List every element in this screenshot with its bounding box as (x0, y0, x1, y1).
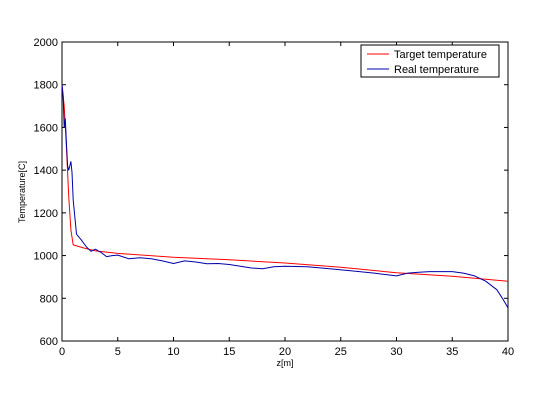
legend-label-target: Target temperature (394, 49, 487, 61)
series-lines (61, 84, 509, 309)
x-tick-label: 30 (390, 346, 402, 358)
legend-box (360, 44, 500, 78)
x-tick-label: 0 (59, 346, 65, 358)
x-tick-label: 40 (502, 346, 514, 358)
target-temperature-line (61, 84, 509, 282)
y-tick-label: 1800 (34, 80, 58, 92)
x-tick-label: 15 (223, 346, 235, 358)
y-tick-label: 1000 (34, 251, 58, 263)
y-tick-label: 600 (40, 336, 58, 348)
legend-label-real: Real temperature (394, 64, 479, 76)
y-tick-label: 1600 (34, 122, 58, 134)
x-tick-label: 25 (335, 346, 347, 358)
legend: Target temperature Real temperature (360, 44, 500, 78)
x-tick-label: 5 (115, 346, 121, 358)
y-tick-label: 1400 (34, 165, 58, 177)
x-tick-label: 20 (279, 346, 291, 358)
y-tick-label: 800 (40, 293, 58, 305)
plot-area (61, 41, 509, 342)
x-tick-label: 35 (446, 346, 458, 358)
real-temperature-line (61, 84, 509, 309)
y-tick-label: 2000 (34, 37, 58, 49)
x-axis-label: z[m] (277, 358, 294, 368)
y-tick-label: 1200 (34, 208, 58, 220)
axis-ticks: 0 5 10 15 20 25 30 35 40 600 800 1000 1200 1400 1600 18… (34, 37, 515, 358)
x-tick-label: 10 (167, 346, 179, 358)
y-axis-label: Temperature[C] (17, 161, 27, 223)
